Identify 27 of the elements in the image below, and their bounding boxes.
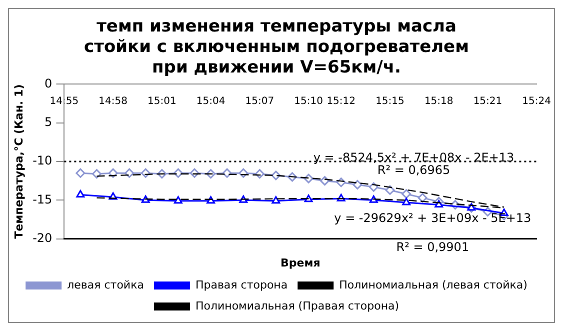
y-tick-label: -15 — [32, 192, 52, 206]
annotation: y = -29629x² + 3E+09x - 5E+13 — [334, 210, 532, 225]
x-tick-label: 15:07 — [245, 96, 274, 107]
chart-title: темп изменения температуры масла стойки с включенным подогревателем при движении V=65км/ч. — [84, 16, 469, 78]
annotation: y = -8524,5x² + 7E+08x - 2E+13 — [313, 150, 514, 164]
x-tick-label: 15:21 — [473, 96, 502, 107]
x-tick-label: 15:15 — [376, 96, 404, 107]
x-tick-label: 15:12 — [326, 96, 356, 107]
legend-label: левая стойка — [67, 278, 144, 292]
x-tick-label: 15:10 — [294, 96, 323, 107]
x-tick-label: 15:18 — [424, 96, 454, 107]
legend-label: Полиномиальная (Правая сторона) — [195, 299, 400, 312]
x-tick-label: 14:58 — [98, 96, 128, 107]
text: R² = 0,9901 — [396, 240, 470, 254]
annotation: R² = 0,6965 — [377, 162, 450, 177]
x-tick-label: 15:01 — [148, 96, 176, 107]
y-tick-label: 0 — [44, 76, 52, 90]
legend-label: Правая сторона — [195, 278, 288, 292]
y-tick-label: -10 — [32, 154, 52, 168]
x-tick-label: 15:04 — [196, 96, 226, 107]
legend-label: Полиномиальная (левая стойка) — [339, 278, 528, 292]
y-tick-label: 5 — [44, 114, 52, 129]
x-tick-label: 14:55 — [50, 96, 79, 107]
y-tick-label: -20 — [32, 230, 52, 245]
y-axis-title: Температура,°C (Кан. 1) — [12, 84, 26, 239]
x-tick-label: 15:24 — [522, 96, 552, 107]
x-axis-title: Время — [280, 256, 320, 270]
